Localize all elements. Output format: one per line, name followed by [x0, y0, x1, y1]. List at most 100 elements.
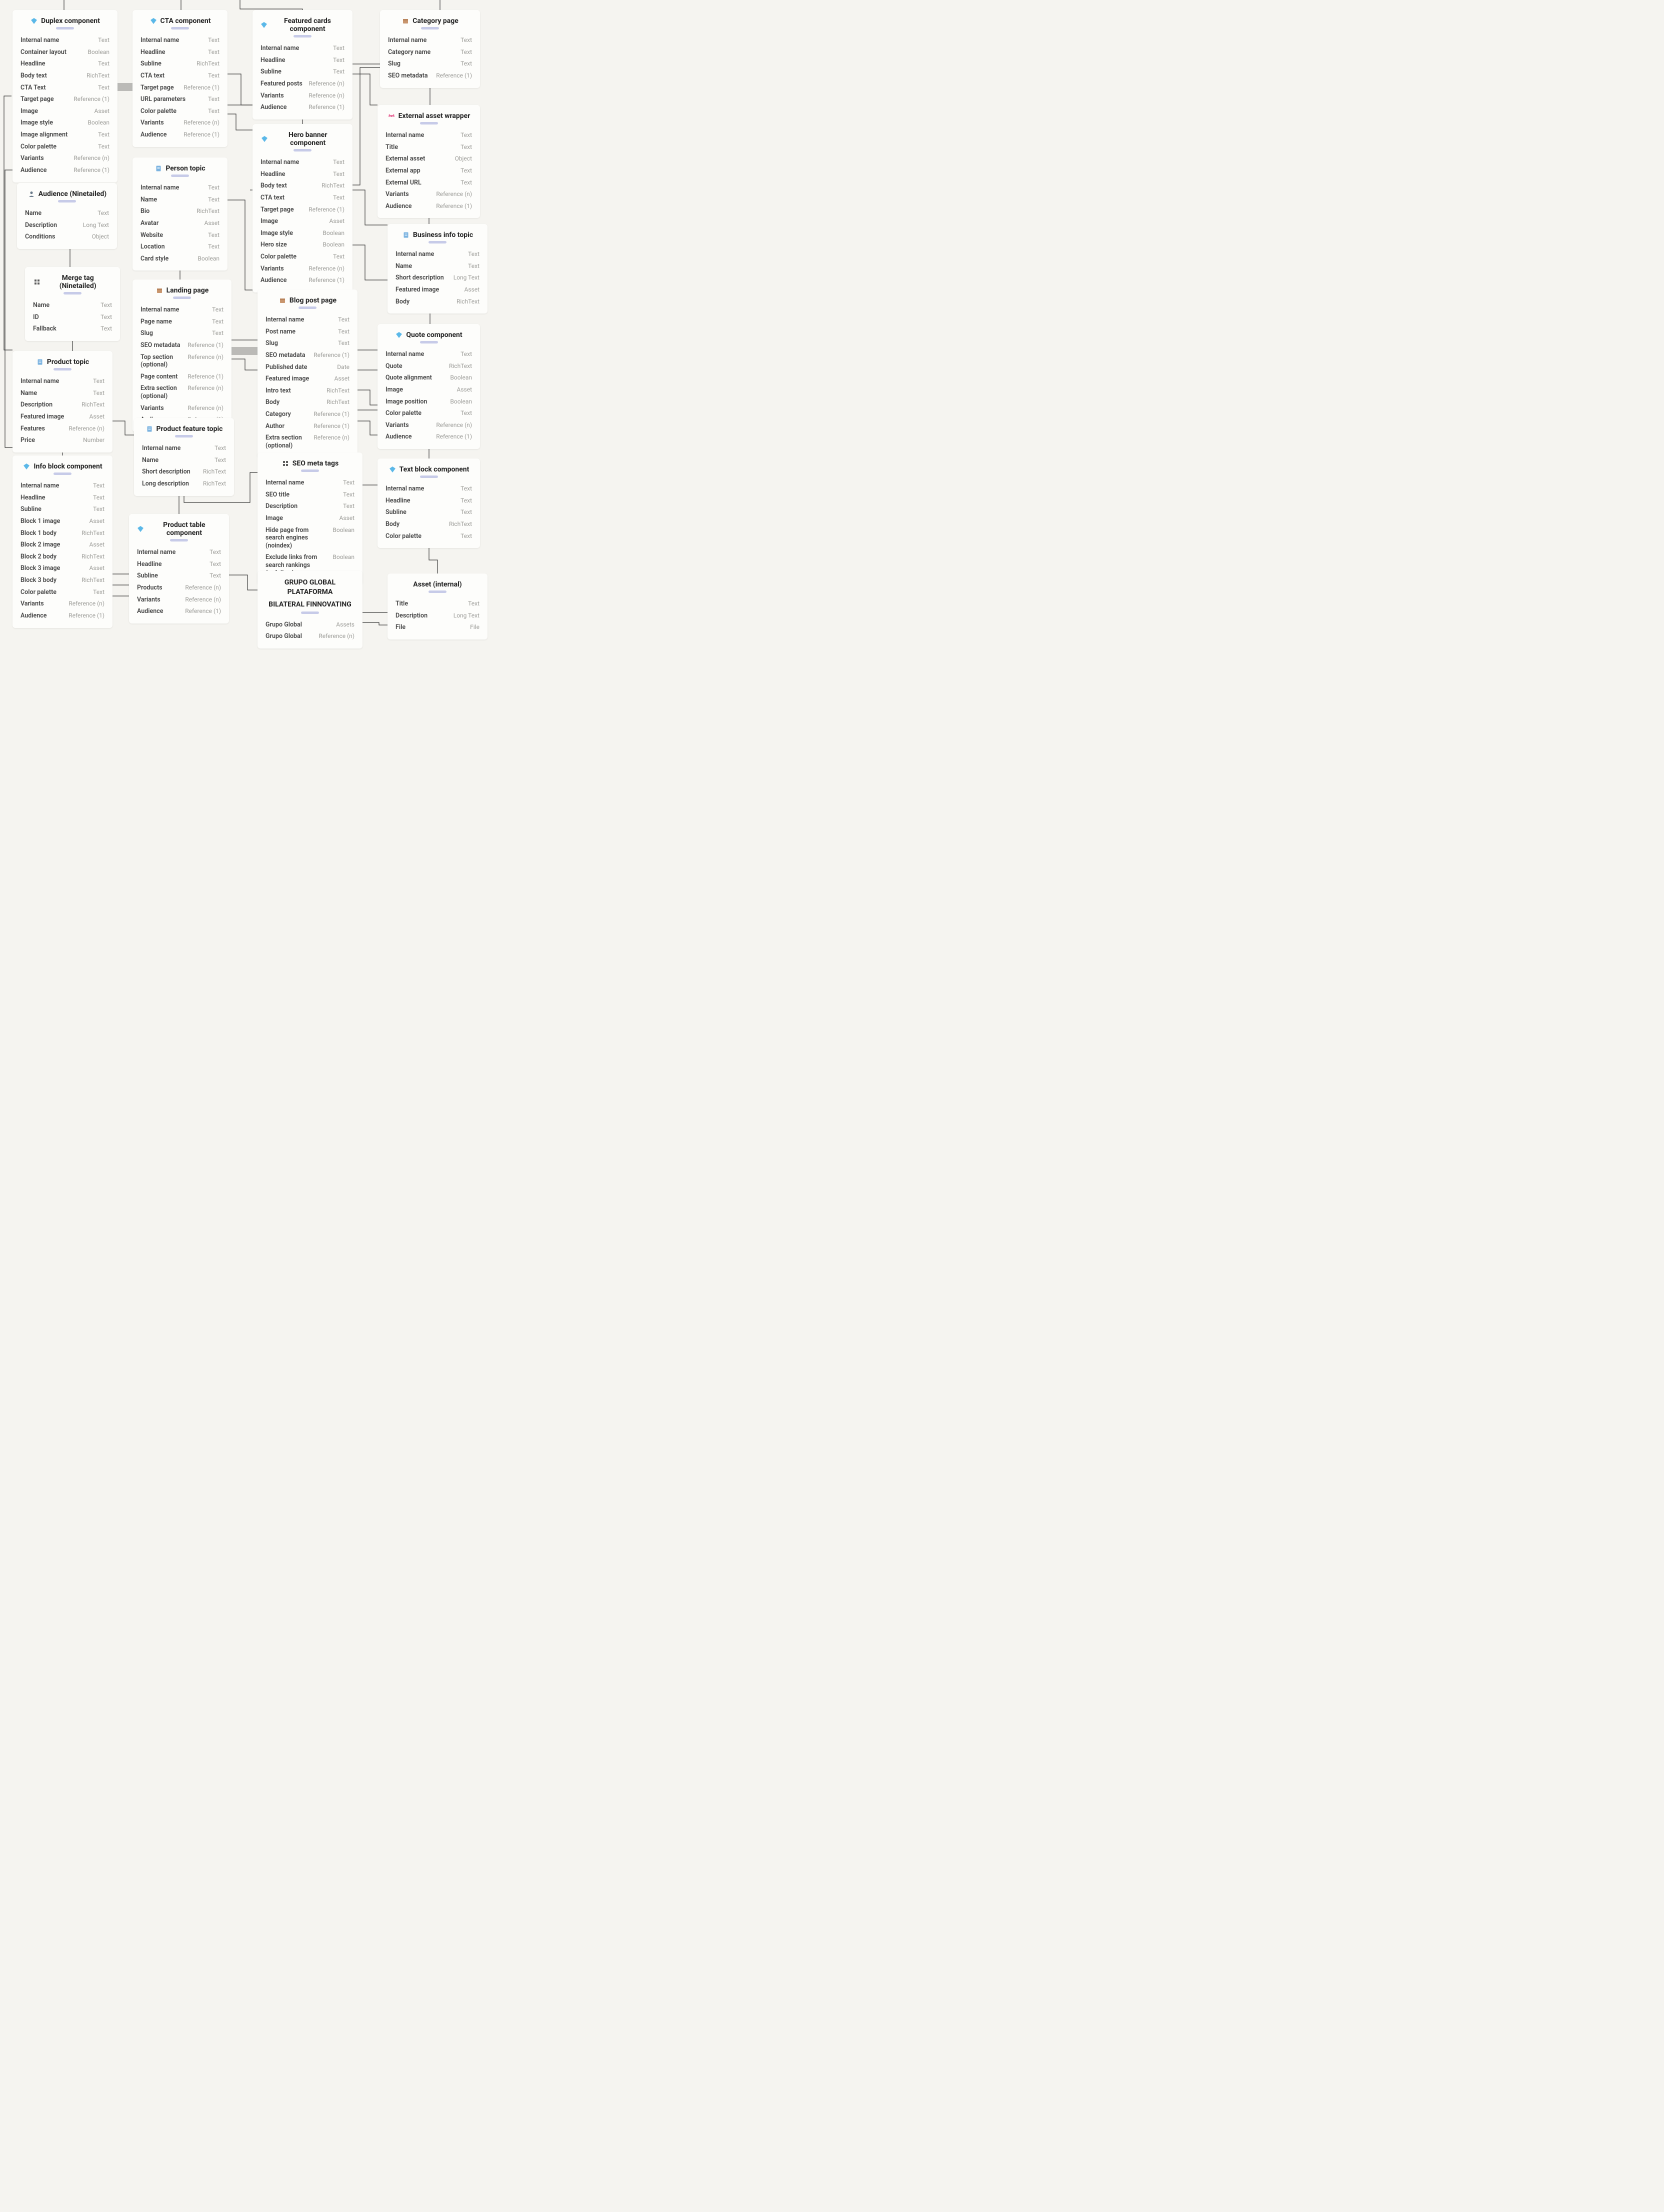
- field-label: Category: [266, 410, 308, 418]
- field-label: Variants: [260, 92, 304, 100]
- field-type: Text: [460, 60, 472, 67]
- field-label: Featured image: [396, 286, 459, 294]
- field-type: Asset: [329, 218, 344, 224]
- field-label: Variants: [20, 154, 68, 162]
- field-row: Block 3 imageAsset: [20, 562, 104, 574]
- field-row: Color paletteText: [260, 251, 344, 263]
- field-row: SEO metadataReference (1): [140, 340, 224, 352]
- field-label: Variants: [386, 422, 431, 430]
- field-label: Headline: [20, 60, 93, 68]
- field-label: Extra section (optional): [266, 434, 308, 450]
- person-icon: [28, 190, 36, 198]
- drag-handle[interactable]: [294, 35, 312, 38]
- field-type: Reference (n): [185, 596, 221, 603]
- field-row: Top section (optional)Reference (n): [140, 352, 224, 371]
- drag-handle[interactable]: [175, 435, 193, 438]
- card-title-text: Product table component: [148, 521, 221, 537]
- drag-handle[interactable]: [420, 122, 438, 124]
- field-type: Text: [208, 72, 220, 79]
- drag-handle[interactable]: [421, 27, 439, 30]
- drag-handle[interactable]: [54, 472, 72, 475]
- field-type: Text: [93, 390, 104, 396]
- field-row: Body textRichText: [260, 180, 344, 192]
- drag-handle[interactable]: [298, 306, 316, 309]
- field-row: Internal nameText: [388, 34, 472, 46]
- card-title: Business info topic: [396, 231, 480, 239]
- entity-card-quote: Quote componentInternal nameTextQuoteRic…: [378, 324, 480, 449]
- field-type: Text: [214, 456, 226, 464]
- field-type: Boolean: [322, 230, 344, 236]
- field-type: Text: [212, 306, 224, 313]
- field-label: Audience: [137, 608, 180, 616]
- field-type: Text: [468, 250, 480, 258]
- drag-handle[interactable]: [64, 292, 82, 294]
- field-row: Block 1 bodyRichText: [20, 528, 104, 540]
- drag-handle[interactable]: [428, 241, 446, 244]
- field-type: Text: [98, 131, 110, 138]
- drag-handle[interactable]: [428, 590, 446, 593]
- drag-handle[interactable]: [294, 149, 312, 152]
- field-type: Boolean: [88, 48, 110, 56]
- field-type: Asset: [464, 286, 480, 293]
- field-label: Internal name: [20, 36, 93, 44]
- drag-handle[interactable]: [301, 470, 319, 472]
- field-row: Featured image Asset: [396, 284, 480, 296]
- grid-icon: [33, 278, 40, 286]
- field-row: ProductsReference (n): [137, 582, 221, 594]
- field-type: Reference (n): [314, 434, 350, 441]
- field-label: Slug: [388, 60, 456, 68]
- drag-handle[interactable]: [173, 296, 191, 299]
- card-title-text: Text block component: [400, 466, 470, 474]
- drag-handle[interactable]: [171, 174, 189, 177]
- field-row: NameText: [140, 194, 220, 206]
- field-label: Block 1 image: [20, 518, 84, 526]
- card-title: Merge tag (Ninetailed): [33, 274, 112, 290]
- drag-handle[interactable]: [56, 27, 74, 30]
- field-type: Reference (1): [184, 131, 220, 138]
- field-label: Variants: [260, 265, 304, 273]
- field-label: Card style: [140, 255, 192, 263]
- field-label: Audience: [386, 202, 431, 210]
- field-label: Featured image: [266, 375, 329, 383]
- entity-card-featured-cards: Featured cards componentInternal nameTex…: [252, 10, 352, 120]
- field-row: AvatarAsset: [140, 218, 220, 230]
- field-label: Avatar: [140, 220, 199, 228]
- field-type: RichText: [86, 72, 110, 79]
- field-type: Text: [333, 253, 344, 260]
- field-row: LocationText: [140, 241, 220, 253]
- field-type: Text: [460, 132, 472, 138]
- field-row: Short descriptionLong Text: [396, 272, 480, 284]
- field-row: NameText: [142, 454, 226, 466]
- field-type: Text: [460, 485, 472, 492]
- card-title-text: SEO meta tags: [292, 460, 338, 468]
- field-label: URL parameters: [140, 96, 203, 104]
- drag-handle[interactable]: [54, 368, 72, 370]
- field-type: Reference (1): [436, 72, 472, 79]
- drag-handle[interactable]: [420, 476, 438, 478]
- field-label: External app: [386, 167, 456, 175]
- drag-handle[interactable]: [170, 539, 188, 542]
- field-type: Text: [338, 340, 350, 346]
- entity-card-blog-post: Blog post pageInternal nameTextPost name…: [258, 290, 358, 458]
- field-type: Reference (1): [185, 608, 221, 614]
- field-row: IDText: [33, 312, 112, 324]
- field-row: Hero sizeBoolean: [260, 239, 344, 251]
- field-type: File: [470, 624, 480, 630]
- field-type: RichText: [196, 208, 220, 214]
- field-row: VariantsReference (n): [140, 117, 220, 129]
- field-label: CTA text: [140, 72, 203, 80]
- card-title: Asset (internal): [396, 580, 480, 588]
- field-row: Slug Text: [388, 58, 472, 70]
- field-type: Text: [98, 60, 110, 67]
- drag-handle[interactable]: [420, 341, 438, 344]
- field-type: Text: [93, 588, 104, 596]
- drag-handle[interactable]: [58, 200, 76, 202]
- field-label: Internal name: [386, 132, 456, 140]
- drag-handle[interactable]: [171, 27, 189, 30]
- field-label: Internal name: [386, 350, 456, 358]
- field-label: Internal name: [140, 306, 207, 314]
- field-label: External URL: [386, 179, 456, 187]
- field-type: Reference (n): [308, 265, 344, 272]
- field-row: BodyRichText: [266, 396, 350, 408]
- drag-handle[interactable]: [301, 612, 319, 614]
